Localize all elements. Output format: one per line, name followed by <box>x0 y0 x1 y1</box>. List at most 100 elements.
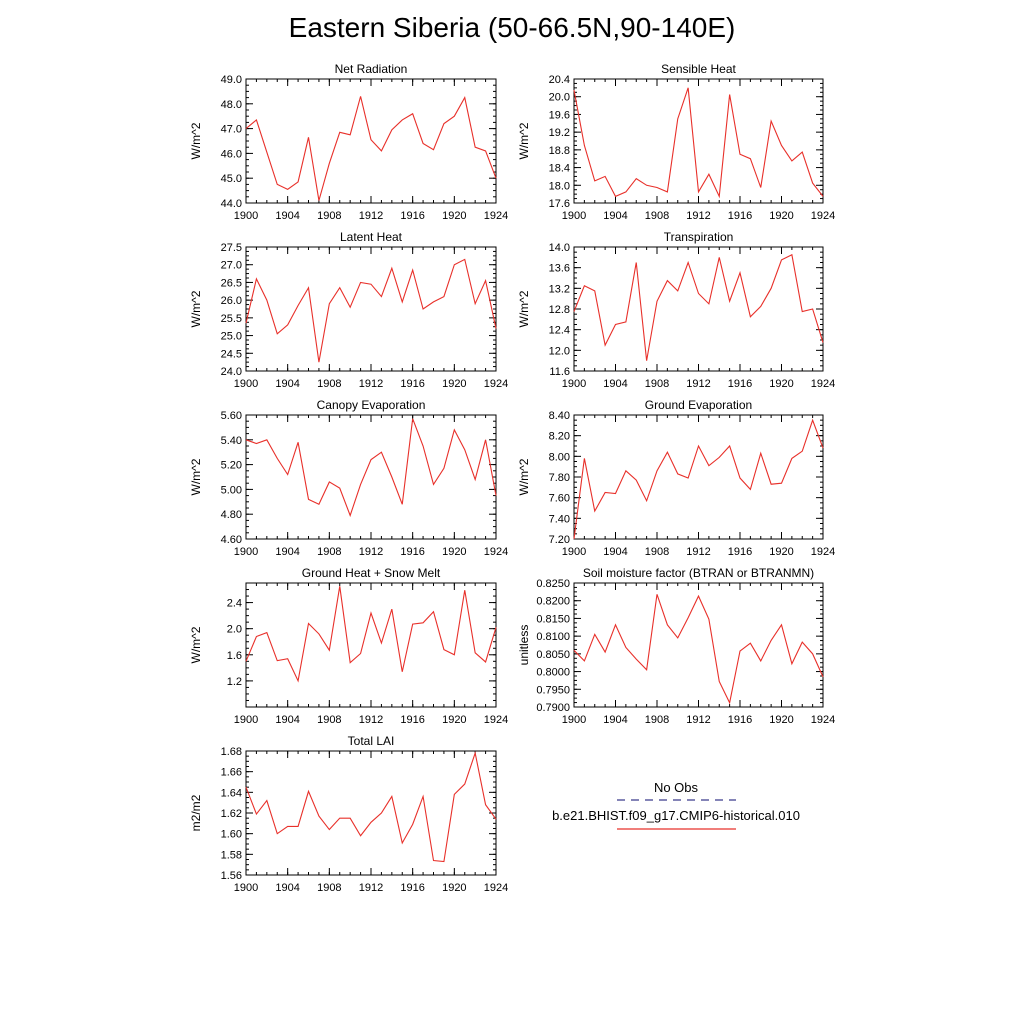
x-tick-label: 1908 <box>645 210 669 222</box>
x-tick-label: 1920 <box>442 378 466 390</box>
x-tick-label: 1900 <box>234 882 258 894</box>
y-tick-label: 18.4 <box>549 163 570 175</box>
y-tick-label: 5.60 <box>221 410 242 422</box>
y-tick-label: 49.0 <box>221 74 242 86</box>
x-tick-label: 1924 <box>484 714 508 726</box>
chart-title: Canopy Evaporation <box>317 398 426 412</box>
legend-model-label: b.e21.BHIST.f09_g17.CMIP6-historical.010 <box>552 808 800 823</box>
x-tick-label: 1908 <box>317 210 341 222</box>
y-tick-label: 17.6 <box>549 198 570 210</box>
x-tick-label: 1912 <box>686 714 710 726</box>
y-tick-label: 1.6 <box>227 650 242 662</box>
y-tick-label: 1.62 <box>221 808 242 820</box>
y-tick-label: 0.8150 <box>536 613 570 625</box>
y-tick-label: 5.00 <box>221 484 242 496</box>
y-tick-label: 14.0 <box>549 242 570 254</box>
x-tick-label: 1904 <box>275 882 299 894</box>
chart-title: Total LAI <box>348 734 395 748</box>
chart-panel-1: Net Radiation W/m^2 1900 1904 1908 1912 1916 19… <box>189 62 508 222</box>
x-tick-label: 1900 <box>562 714 586 726</box>
x-tick-label: 1920 <box>442 210 466 222</box>
y-tick-label: 13.2 <box>549 283 570 295</box>
x-tick-label: 1912 <box>359 714 383 726</box>
y-tick-label: 18.8 <box>549 145 570 157</box>
series-line <box>573 594 824 705</box>
y-tick-label: 1.64 <box>221 787 242 799</box>
chart-panel-9: Total LAI m2/m2 1900 1904 1908 1912 1916 1920 19… <box>189 734 508 894</box>
legend: No Obs b.e21.BHIST.f09_g17.CMIP6-historic… <box>552 780 800 830</box>
x-tick-label: 1908 <box>645 546 669 558</box>
y-axis-label: unitless <box>517 625 531 666</box>
chart-title: Transpiration <box>664 230 734 244</box>
x-tick-label: 1900 <box>234 378 258 390</box>
chart-panel-7: Ground Heat + Snow Melt W/m^2 1900 1904 1908… <box>189 566 508 726</box>
y-axis-label: m2/m2 <box>189 794 203 831</box>
series-line <box>245 418 497 518</box>
y-tick-label: 18.0 <box>549 180 570 192</box>
x-tick-label: 1920 <box>442 546 466 558</box>
series-line <box>573 253 824 361</box>
x-tick-label: 1912 <box>359 882 383 894</box>
y-tick-label: 0.8000 <box>536 667 570 679</box>
chart-panel-2: Sensible Heat W/m^2 1900 1904 1908 1912 1916 19… <box>517 62 835 222</box>
y-tick-label: 7.40 <box>549 513 570 525</box>
y-tick-label: 1.56 <box>221 870 242 882</box>
x-tick-label: 1904 <box>275 714 299 726</box>
chart-panel-5: Canopy Evaporation W/m^2 1900 1904 1908 1912 1… <box>189 398 508 558</box>
x-tick-label: 1916 <box>400 546 424 558</box>
x-tick-label: 1924 <box>811 378 835 390</box>
y-tick-label: 19.2 <box>549 127 570 139</box>
y-tick-label: 26.5 <box>221 277 242 289</box>
x-tick-label: 1920 <box>769 210 793 222</box>
x-tick-label: 1924 <box>484 378 508 390</box>
y-tick-label: 44.0 <box>221 198 242 210</box>
x-tick-label: 1920 <box>442 714 466 726</box>
y-tick-label: 47.0 <box>221 124 242 136</box>
y-tick-label: 45.0 <box>221 173 242 185</box>
x-tick-label: 1904 <box>603 378 627 390</box>
y-tick-label: 25.0 <box>221 331 242 343</box>
y-tick-label: 48.0 <box>221 99 242 111</box>
chart-title: Latent Heat <box>340 230 403 244</box>
chart-title: Ground Heat + Snow Melt <box>302 566 441 580</box>
x-tick-label: 1908 <box>317 378 341 390</box>
series-line <box>245 586 497 683</box>
x-tick-label: 1908 <box>645 378 669 390</box>
y-tick-label: 4.80 <box>221 509 242 521</box>
x-tick-label: 1924 <box>484 882 508 894</box>
y-tick-label: 7.80 <box>549 472 570 484</box>
x-tick-label: 1900 <box>562 546 586 558</box>
y-tick-label: 2.0 <box>227 624 242 636</box>
chart-panel-8: Soil moisture factor (BTRAN or BTRANMN) u… <box>517 566 835 726</box>
chart-panel-6: Ground Evaporation W/m^2 1900 1904 1908 1912 1… <box>517 398 835 558</box>
y-tick-label: 11.6 <box>549 366 570 378</box>
y-tick-label: 12.8 <box>549 304 570 316</box>
x-tick-label: 1912 <box>686 210 710 222</box>
plot-frame <box>573 582 824 708</box>
plot-frame <box>573 78 824 204</box>
y-axis-label: W/m^2 <box>517 290 531 327</box>
y-axis-label: W/m^2 <box>189 290 203 327</box>
y-tick-label: 8.20 <box>549 431 570 443</box>
y-axis-label: W/m^2 <box>189 122 203 159</box>
y-tick-label: 0.8050 <box>536 649 570 661</box>
x-tick-label: 1912 <box>686 546 710 558</box>
plot-frame <box>245 750 497 876</box>
y-tick-label: 27.0 <box>221 260 242 272</box>
y-tick-label: 25.5 <box>221 313 242 325</box>
chart-title: Sensible Heat <box>661 62 736 76</box>
series-line <box>573 418 824 540</box>
y-axis-label: W/m^2 <box>189 458 203 495</box>
y-tick-label: 1.60 <box>221 829 242 841</box>
y-tick-label: 1.66 <box>221 767 242 779</box>
plot-frame <box>245 582 497 708</box>
plot-frame <box>573 414 824 540</box>
y-tick-label: 0.7950 <box>536 684 570 696</box>
y-tick-label: 7.60 <box>549 493 570 505</box>
page-title: Eastern Siberia (50-66.5N,90-140E) <box>288 12 736 43</box>
x-tick-label: 1904 <box>275 378 299 390</box>
x-tick-label: 1920 <box>769 714 793 726</box>
x-tick-label: 1924 <box>484 546 508 558</box>
y-tick-label: 13.6 <box>549 263 570 275</box>
